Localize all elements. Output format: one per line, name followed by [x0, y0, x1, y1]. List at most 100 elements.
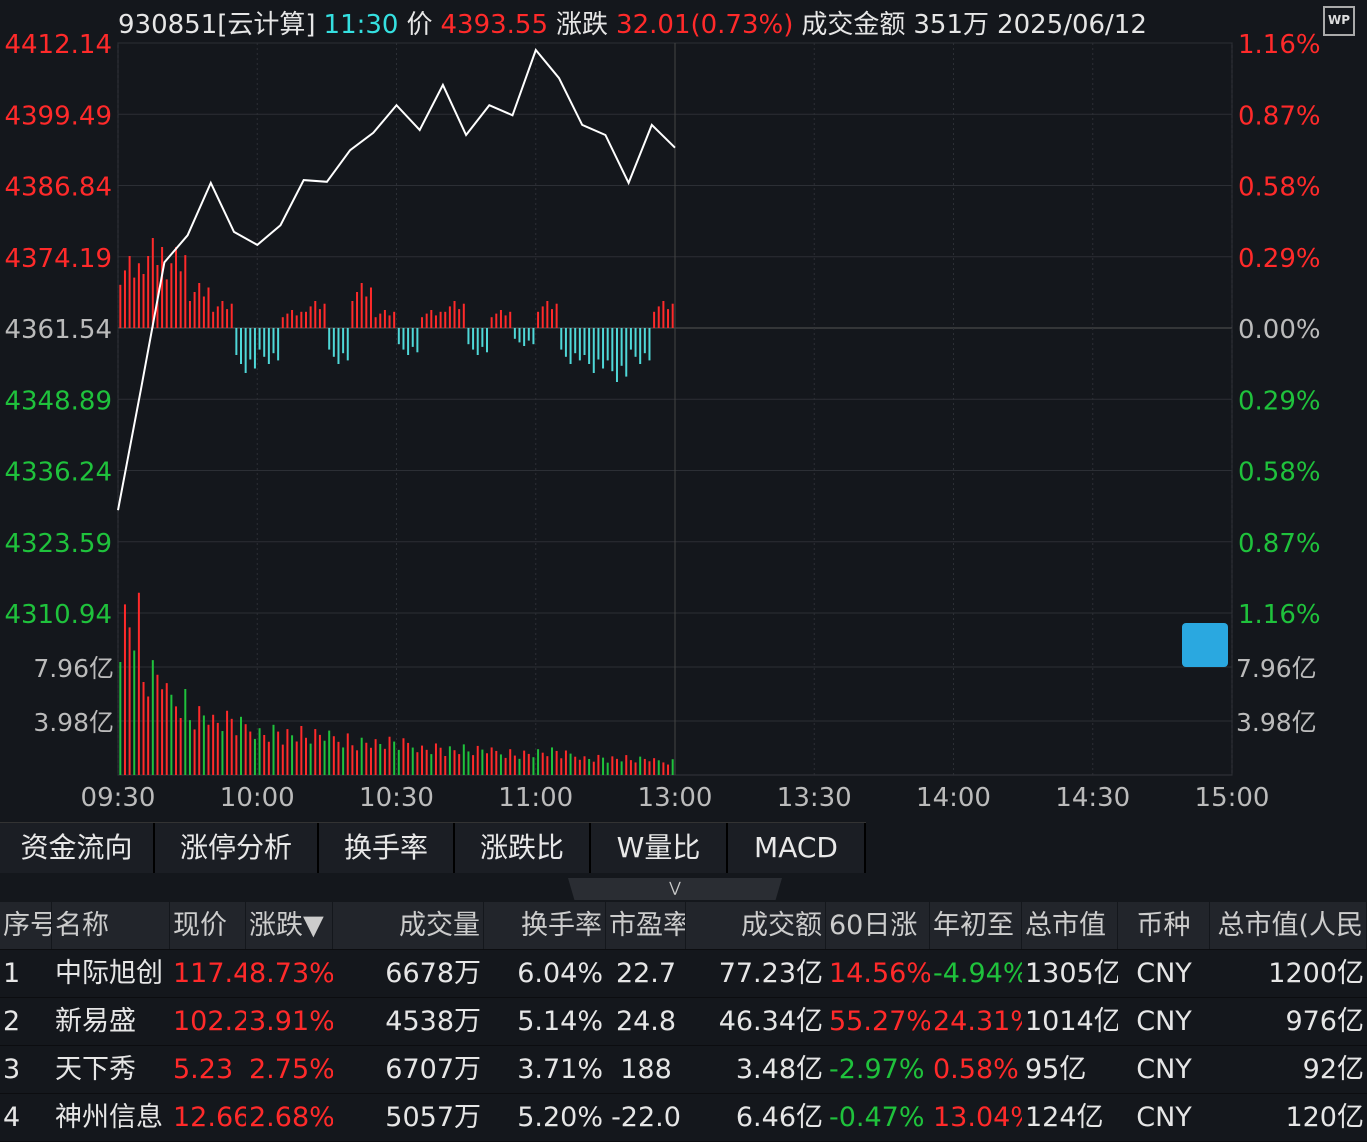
- time-tick: 13:00: [638, 783, 713, 813]
- table-cell: 13.04%: [933, 1102, 1022, 1133]
- column-header[interactable]: 成交量: [333, 902, 484, 949]
- table-cell: 3: [3, 1054, 21, 1085]
- constituents-table: 序号 名称 现价 涨跌▼ 成交量 换手率 市盈率 成交额 60日涨 年初至 总市值 币种 总市值(人民 1…: [0, 902, 1367, 1142]
- floating-widget-icon: [1182, 623, 1228, 667]
- price-tick: 4310.94: [4, 600, 112, 630]
- table-cell: 8.73%: [249, 958, 333, 989]
- price-label: 价: [406, 10, 433, 40]
- column-header[interactable]: 序号: [0, 902, 52, 949]
- table-cell: 中际旭创: [55, 958, 163, 989]
- volume-tick: 3.98亿: [33, 708, 114, 737]
- time-tick: 14:00: [916, 783, 991, 813]
- table-cell: CNY: [1136, 958, 1192, 989]
- amount-label: 成交金额: [801, 10, 906, 40]
- column-header[interactable]: 币种: [1118, 902, 1210, 949]
- table-cell: 1: [3, 958, 21, 989]
- table-cell: 天下秀: [55, 1054, 136, 1085]
- column-header[interactable]: 涨跌▼: [246, 902, 333, 949]
- table-cell: 新易盛: [55, 1006, 136, 1037]
- table-cell: 2: [3, 1006, 21, 1037]
- table-cell: 117.4: [173, 958, 246, 989]
- price-tick: 4399.49: [4, 101, 112, 131]
- column-header[interactable]: 名称: [52, 902, 170, 949]
- table-cell: 2.68%: [249, 1102, 333, 1133]
- column-header[interactable]: 市盈率: [606, 902, 686, 949]
- change: 32.01(0.73%): [616, 10, 794, 40]
- price-tick: 4386.84: [4, 173, 112, 203]
- table-header: 序号 名称 现价 涨跌▼ 成交量 换手率 市盈率 成交额 60日涨 年初至 总市值 币种 总市值(人民: [0, 902, 1367, 950]
- table-cell: 120亿: [1285, 1102, 1364, 1133]
- column-header[interactable]: 年初至: [930, 902, 1022, 949]
- table-cell: 3.48亿: [735, 1054, 823, 1085]
- table-cell: -2.97%: [829, 1054, 925, 1085]
- table-cell: 6707万: [385, 1054, 481, 1085]
- table-cell: 3.71%: [517, 1054, 603, 1085]
- table-cell: 77.23亿: [718, 958, 823, 989]
- table-cell: 24.31%: [933, 1006, 1022, 1037]
- table-cell: 3.91%: [249, 1006, 333, 1037]
- percent-tick: 0.87%: [1238, 529, 1321, 559]
- table-cell: 24.8: [615, 1006, 677, 1037]
- price: 4393.55: [440, 10, 549, 40]
- table-cell: 6.04%: [517, 958, 603, 989]
- time-tick: 10:00: [220, 783, 295, 813]
- collapse-chevron-icon[interactable]: ⋁: [568, 878, 782, 900]
- tab-w-volume-ratio[interactable]: W量比: [591, 823, 728, 873]
- table-cell: 1200亿: [1268, 958, 1364, 989]
- column-header[interactable]: 总市值(人民: [1210, 902, 1367, 949]
- column-header[interactable]: 换手率: [484, 902, 606, 949]
- tab-limit-up[interactable]: 涨停分析: [155, 823, 319, 873]
- price-tick: 4336.24: [4, 458, 112, 488]
- table-cell: 5.23: [173, 1054, 234, 1085]
- time-tick: 10:30: [359, 783, 434, 813]
- table-cell: 1305亿: [1025, 958, 1118, 989]
- time-tick: 15:00: [1195, 783, 1270, 813]
- table-cell: 976亿: [1285, 1006, 1364, 1037]
- table-cell: 46.34亿: [718, 1006, 823, 1037]
- tab-macd[interactable]: MACD: [728, 823, 866, 873]
- tab-up-down-ratio[interactable]: 涨跌比: [455, 823, 591, 873]
- table-cell: 95亿: [1025, 1054, 1087, 1085]
- amount: 351万: [913, 10, 990, 40]
- column-header[interactable]: 总市值: [1022, 902, 1118, 949]
- table-row[interactable]: 4 神州信息 12.66 2.68% 5057万 5.20% -22.0 6.46亿 -0.47…: [0, 1094, 1367, 1142]
- price-line: [117, 48, 676, 511]
- table-cell: CNY: [1136, 1006, 1192, 1037]
- tab-fund-flow[interactable]: 资金流向: [0, 823, 155, 873]
- price-tick: 4361.54: [4, 315, 112, 345]
- table-cell: 6678万: [385, 958, 481, 989]
- column-header[interactable]: 现价: [170, 902, 246, 949]
- table-cell: 5057万: [385, 1102, 481, 1133]
- tab-turnover[interactable]: 换手率: [319, 823, 455, 873]
- table-cell: 55.27%: [829, 1006, 930, 1037]
- volume-tick: 7.96亿: [1236, 654, 1317, 683]
- table-cell: 124亿: [1025, 1102, 1104, 1133]
- time-tick: 11:00: [498, 783, 573, 813]
- intraday-chart[interactable]: 4412.14 1.16% 4399.49 0.87% 4386.84 0.58% 4374…: [0, 0, 1367, 820]
- price-tick: 4323.59: [4, 529, 112, 559]
- column-header[interactable]: 成交额: [686, 902, 826, 949]
- column-header[interactable]: 60日涨: [826, 902, 930, 949]
- percent-tick: 0.00%: [1238, 315, 1321, 345]
- table-cell: 4: [3, 1102, 21, 1133]
- chart-header: 930851[云计算] 11:30 价 4393.55 涨跌 32.01(0.73%) 成交…: [118, 4, 1155, 41]
- table-cell: -22.0: [611, 1102, 681, 1133]
- table-cell: 6.46亿: [735, 1102, 823, 1133]
- percent-tick: 1.16%: [1238, 30, 1321, 60]
- table-cell: CNY: [1136, 1102, 1192, 1133]
- table-row[interactable]: 3 天下秀 5.23 2.75% 6707万 3.71% 188 3.48亿 -2.97% 0.5…: [0, 1046, 1367, 1094]
- price-tick: 4412.14: [4, 30, 112, 60]
- percent-tick: 1.16%: [1238, 600, 1321, 630]
- price-tick: 4374.19: [4, 244, 112, 274]
- wp-logo-icon[interactable]: WP: [1323, 6, 1355, 36]
- table-row[interactable]: 2 新易盛 102.2 3.91% 4538万 5.14% 24.8 46.34亿 55.27%…: [0, 998, 1367, 1046]
- table-cell: 5.20%: [517, 1102, 603, 1133]
- table-row[interactable]: 1 中际旭创 117.4 8.73% 6678万 6.04% 22.7 77.23亿 14.56…: [0, 950, 1367, 998]
- time-tick: 14:30: [1055, 783, 1130, 813]
- table-cell: 5.14%: [517, 1006, 603, 1037]
- table-cell: 1014亿: [1025, 1006, 1118, 1037]
- indicator-tabs: 资金流向 涨停分析 换手率 涨跌比 W量比 MACD: [0, 822, 866, 873]
- percent-tick: 0.58%: [1238, 458, 1321, 488]
- time-tick: 13:30: [777, 783, 852, 813]
- table-cell: 12.66: [173, 1102, 246, 1133]
